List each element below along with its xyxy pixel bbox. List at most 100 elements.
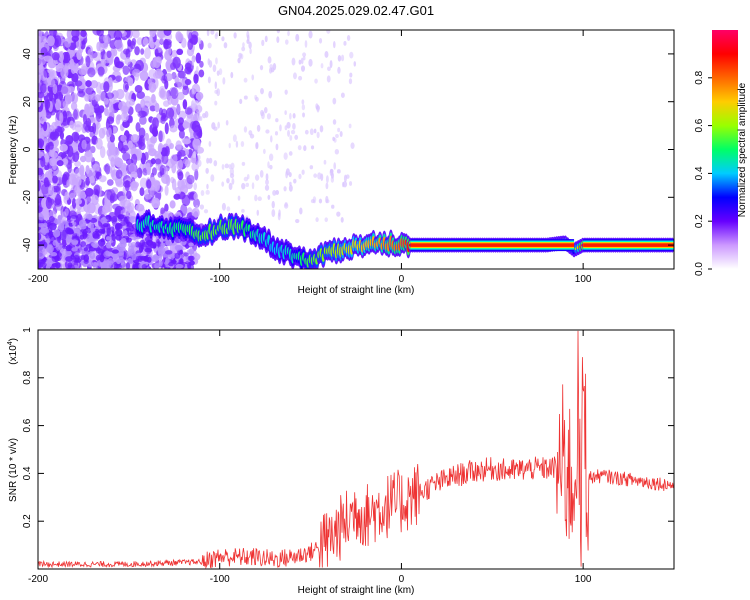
noise-blob	[298, 75, 303, 81]
noise-blob	[90, 93, 96, 101]
noise-blob	[71, 150, 80, 162]
noise-blob	[117, 140, 124, 152]
y-tick-label: 1	[22, 327, 33, 333]
noise-blob	[92, 243, 99, 249]
noise-blob	[155, 181, 161, 192]
noise-blob	[168, 261, 174, 267]
noise-blob	[125, 91, 131, 102]
noise-blob	[184, 148, 190, 156]
noise-blob	[99, 146, 106, 159]
noise-blob	[193, 198, 200, 209]
noise-blob	[261, 39, 265, 47]
noise-blob	[109, 195, 115, 204]
noise-blob	[161, 108, 168, 118]
noise-blob	[178, 249, 184, 255]
spectrogram-y-axis-title: Frequency (Hz)	[8, 116, 19, 185]
noise-blob	[313, 173, 318, 178]
noise-blob	[332, 97, 337, 105]
noise-blob	[225, 119, 229, 126]
noise-blob	[284, 89, 288, 95]
noise-blob	[132, 30, 140, 39]
noise-blob	[272, 63, 277, 71]
noise-blob	[184, 66, 193, 75]
noise-blob	[276, 30, 280, 34]
snr-series-line	[38, 330, 674, 569]
noise-blob	[49, 132, 56, 141]
noise-blob	[226, 178, 230, 184]
noise-blob	[221, 202, 226, 211]
noise-blob	[163, 40, 172, 49]
noise-blob	[208, 141, 212, 147]
noise-blob	[271, 200, 275, 209]
noise-blob	[246, 39, 250, 44]
noise-blob	[108, 76, 113, 88]
noise-blob	[90, 194, 99, 206]
noise-blob	[191, 58, 195, 66]
noise-blob	[128, 216, 137, 223]
noise-blob	[243, 77, 248, 83]
noise-blob	[217, 121, 220, 129]
noise-blob	[52, 163, 57, 171]
noise-blob	[199, 60, 204, 68]
snr-frame	[37, 329, 675, 570]
noise-blob	[152, 128, 159, 137]
figure-title: GN04.2025.029.02.47.G01	[278, 3, 434, 18]
noise-blob	[106, 228, 111, 236]
noise-blob	[150, 158, 156, 165]
noise-blob	[188, 242, 195, 247]
noise-blob	[111, 249, 119, 254]
noise-blob	[178, 129, 185, 139]
noise-blob	[135, 122, 141, 132]
noise-blob	[115, 234, 122, 241]
noise-blob	[98, 175, 107, 183]
noise-blob	[241, 208, 245, 213]
noise-blob	[287, 129, 291, 137]
noise-blob	[274, 131, 279, 136]
noise-blob	[106, 179, 114, 186]
noise-blob	[38, 98, 42, 108]
noise-blob	[106, 260, 111, 269]
noise-blob	[136, 167, 143, 179]
noise-blob	[115, 75, 123, 82]
noise-blob	[125, 76, 132, 83]
noise-blob	[92, 51, 102, 62]
x-tick-label: -200	[28, 574, 48, 585]
noise-blob	[120, 162, 127, 171]
noise-blob	[62, 229, 67, 238]
noise-blob	[346, 35, 351, 41]
noise-blob	[241, 182, 246, 190]
noise-blob	[177, 91, 185, 101]
noise-blob	[52, 175, 58, 184]
noise-blob	[66, 215, 72, 221]
noise-blob	[333, 162, 337, 170]
noise-blob	[102, 260, 107, 267]
noise-blob	[202, 112, 207, 119]
noise-blob	[153, 150, 160, 158]
noise-blob	[325, 182, 329, 190]
noise-blob	[266, 113, 271, 120]
noise-blob	[301, 169, 305, 175]
noise-blob	[95, 137, 103, 150]
noise-blob	[269, 164, 273, 170]
noise-blob	[173, 193, 181, 200]
noise-blob	[198, 69, 205, 78]
noise-blob	[135, 59, 144, 72]
noise-blob	[144, 132, 149, 141]
noise-blob	[232, 134, 237, 143]
noise-blob	[77, 90, 86, 98]
noise-blob	[245, 182, 250, 187]
noise-blob	[295, 219, 300, 224]
noise-blob	[108, 143, 116, 156]
noise-blob	[105, 92, 115, 99]
noise-blob	[161, 173, 170, 184]
noise-blob	[287, 30, 290, 37]
noise-blob	[115, 176, 123, 186]
noise-blob	[171, 178, 177, 191]
noise-blob	[203, 209, 209, 214]
noise-blob	[350, 142, 355, 149]
noise-blob	[148, 82, 157, 93]
noise-blob	[239, 53, 244, 60]
noise-blob	[199, 204, 205, 210]
noise-blob	[326, 75, 331, 83]
noise-blob	[158, 130, 163, 143]
